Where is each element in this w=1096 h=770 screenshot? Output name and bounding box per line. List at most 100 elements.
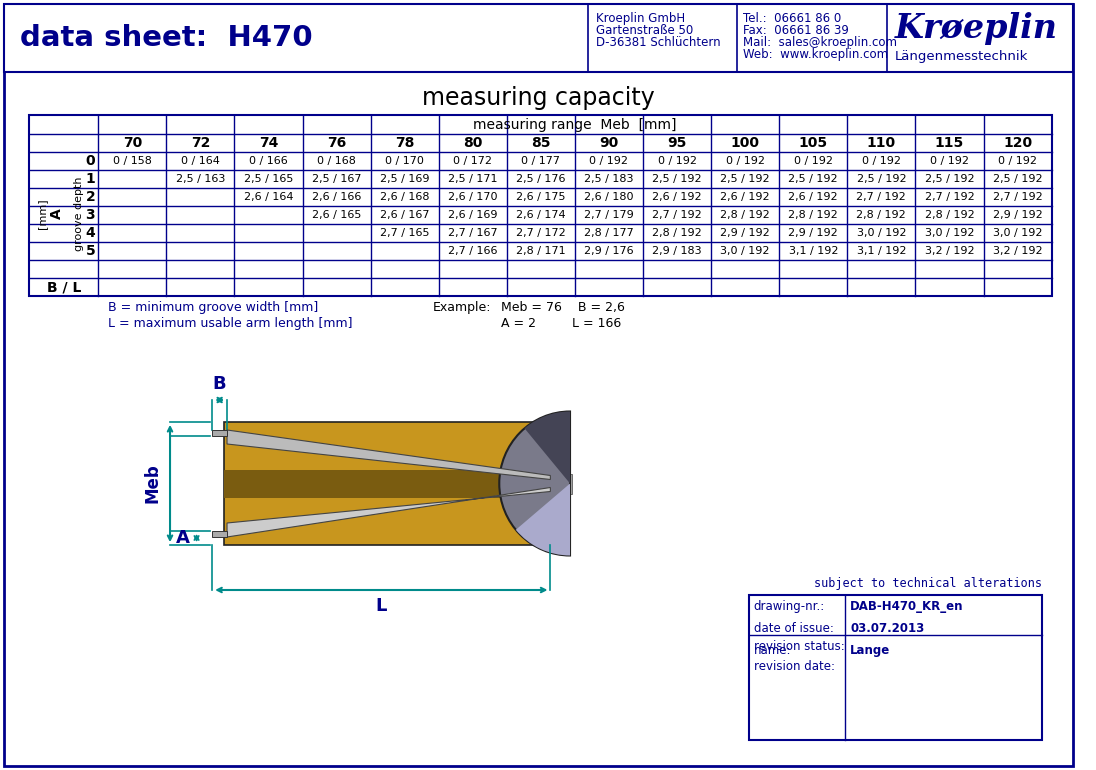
- Text: 3,1 / 192: 3,1 / 192: [857, 246, 906, 256]
- Text: 2,7 / 172: 2,7 / 172: [516, 228, 566, 238]
- Text: 0 / 192: 0 / 192: [726, 156, 765, 166]
- Text: 2,7 / 192: 2,7 / 192: [652, 210, 701, 220]
- Text: 0 / 192: 0 / 192: [861, 156, 901, 166]
- Text: Fax:  06661 86 39: Fax: 06661 86 39: [743, 24, 849, 37]
- Text: 95: 95: [667, 136, 687, 150]
- Text: 0: 0: [85, 154, 95, 168]
- Text: B = minimum groove width [mm]: B = minimum groove width [mm]: [109, 301, 318, 314]
- Text: 2,8 / 192: 2,8 / 192: [856, 210, 906, 220]
- Text: 3,2 / 192: 3,2 / 192: [993, 246, 1042, 256]
- Text: Gartenstraße 50: Gartenstraße 50: [595, 24, 693, 37]
- Text: measuring range  Meb  [mm]: measuring range Meb [mm]: [473, 118, 676, 132]
- Wedge shape: [500, 411, 570, 555]
- Text: 2,5 / 163: 2,5 / 163: [175, 174, 225, 184]
- Polygon shape: [213, 430, 227, 436]
- Text: 2,6 / 167: 2,6 / 167: [380, 210, 430, 220]
- Text: date of issue:: date of issue:: [754, 622, 834, 635]
- Text: 2,7 / 192: 2,7 / 192: [993, 192, 1042, 202]
- Polygon shape: [227, 487, 550, 537]
- Text: 2,5 / 171: 2,5 / 171: [448, 174, 498, 184]
- Text: 2,6 / 166: 2,6 / 166: [312, 192, 362, 202]
- Text: 2,6 / 174: 2,6 / 174: [516, 210, 566, 220]
- Text: 3,0 / 192: 3,0 / 192: [857, 228, 906, 238]
- FancyBboxPatch shape: [224, 470, 560, 497]
- Text: 3,0 / 192: 3,0 / 192: [720, 246, 769, 256]
- Text: A: A: [175, 529, 190, 547]
- Text: Lange: Lange: [850, 644, 890, 657]
- Text: 2,7 / 165: 2,7 / 165: [380, 228, 430, 238]
- Text: 0 / 177: 0 / 177: [522, 156, 560, 166]
- Text: Krøeplin: Krøeplin: [894, 12, 1058, 45]
- Text: D-36381 Schlüchtern: D-36381 Schlüchtern: [595, 36, 720, 49]
- Text: 2,6 / 180: 2,6 / 180: [584, 192, 633, 202]
- Text: 3,2 / 192: 3,2 / 192: [925, 246, 974, 256]
- Text: groove depth: groove depth: [73, 177, 83, 251]
- Text: 0 / 158: 0 / 158: [113, 156, 151, 166]
- Text: 2,5 / 192: 2,5 / 192: [788, 174, 838, 184]
- Text: 2,5 / 167: 2,5 / 167: [312, 174, 362, 184]
- Text: 2,8 / 171: 2,8 / 171: [516, 246, 566, 256]
- Text: 80: 80: [464, 136, 482, 150]
- Text: name:: name:: [754, 644, 791, 657]
- Text: 2,9 / 176: 2,9 / 176: [584, 246, 633, 256]
- Text: 0 / 168: 0 / 168: [317, 156, 356, 166]
- FancyBboxPatch shape: [224, 422, 560, 545]
- Text: 2,5 / 192: 2,5 / 192: [925, 174, 974, 184]
- Text: 0 / 192: 0 / 192: [998, 156, 1037, 166]
- Text: Kroeplin GmbH: Kroeplin GmbH: [595, 12, 685, 25]
- Text: Meb: Meb: [144, 464, 161, 504]
- Text: 0 / 192: 0 / 192: [931, 156, 969, 166]
- Text: 85: 85: [532, 136, 550, 150]
- Text: 2,9 / 183: 2,9 / 183: [652, 246, 701, 256]
- Text: subject to technical alterations: subject to technical alterations: [813, 577, 1042, 590]
- Text: 2,7 / 179: 2,7 / 179: [584, 210, 633, 220]
- Text: revision date:: revision date:: [754, 660, 835, 673]
- Text: 5: 5: [85, 244, 95, 258]
- Text: A: A: [50, 209, 64, 219]
- Text: 2,8 / 192: 2,8 / 192: [925, 210, 974, 220]
- Text: 2,5 / 165: 2,5 / 165: [243, 174, 294, 184]
- Text: [mm]: [mm]: [37, 199, 47, 229]
- Text: 120: 120: [1003, 136, 1032, 150]
- Text: 2,7 / 192: 2,7 / 192: [925, 192, 974, 202]
- Text: 2,6 / 169: 2,6 / 169: [448, 210, 498, 220]
- Text: Tel.:  06661 86 0: Tel.: 06661 86 0: [743, 12, 842, 25]
- Text: 2,7 / 192: 2,7 / 192: [856, 192, 906, 202]
- Text: 0 / 164: 0 / 164: [181, 156, 220, 166]
- Text: 70: 70: [123, 136, 142, 150]
- Text: 2,6 / 192: 2,6 / 192: [720, 192, 770, 202]
- Text: drawing-nr.:: drawing-nr.:: [754, 600, 825, 613]
- Text: 4: 4: [85, 226, 95, 240]
- Text: 2,8 / 192: 2,8 / 192: [788, 210, 838, 220]
- Text: 100: 100: [731, 136, 760, 150]
- Text: 0 / 192: 0 / 192: [590, 156, 628, 166]
- FancyBboxPatch shape: [749, 595, 1042, 740]
- Text: 2,6 / 165: 2,6 / 165: [312, 210, 362, 220]
- FancyBboxPatch shape: [558, 474, 572, 494]
- Text: 0 / 172: 0 / 172: [454, 156, 492, 166]
- Text: 2,5 / 192: 2,5 / 192: [652, 174, 701, 184]
- Text: 3,0 / 192: 3,0 / 192: [993, 228, 1042, 238]
- Text: 0 / 192: 0 / 192: [794, 156, 833, 166]
- Text: L = maximum usable arm length [mm]: L = maximum usable arm length [mm]: [109, 317, 353, 330]
- Text: 2,6 / 192: 2,6 / 192: [788, 192, 838, 202]
- Text: 2,5 / 183: 2,5 / 183: [584, 174, 633, 184]
- Text: Meb = 76    B = 2,6: Meb = 76 B = 2,6: [501, 301, 625, 314]
- Text: 2,8 / 192: 2,8 / 192: [652, 228, 701, 238]
- Text: Längenmesstechnik: Längenmesstechnik: [894, 49, 1028, 62]
- Text: 90: 90: [600, 136, 618, 150]
- FancyBboxPatch shape: [30, 115, 1051, 296]
- Text: Example:: Example:: [433, 301, 491, 314]
- Text: 78: 78: [395, 136, 414, 150]
- Text: Mail:  sales@kroeplin.com: Mail: sales@kroeplin.com: [743, 36, 897, 49]
- Text: 2,6 / 175: 2,6 / 175: [516, 192, 566, 202]
- Text: 3: 3: [85, 208, 95, 222]
- Text: measuring capacity: measuring capacity: [422, 86, 655, 110]
- Text: 2,5 / 176: 2,5 / 176: [516, 174, 566, 184]
- Text: 2,9 / 192: 2,9 / 192: [788, 228, 838, 238]
- Text: 2,5 / 192: 2,5 / 192: [857, 174, 906, 184]
- Text: A = 2         L = 166: A = 2 L = 166: [501, 317, 621, 330]
- Text: 2,9 / 192: 2,9 / 192: [720, 228, 770, 238]
- Text: 2,5 / 192: 2,5 / 192: [720, 174, 770, 184]
- Polygon shape: [227, 430, 550, 480]
